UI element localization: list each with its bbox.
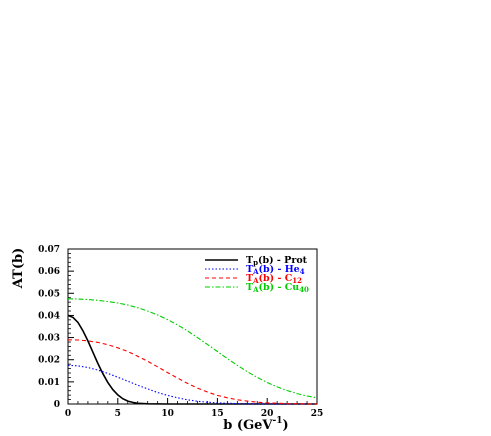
series-line-3 [67, 339, 318, 405]
x-axis-label-superscript: -1 [273, 416, 283, 426]
y-tick-label: 0 [54, 400, 60, 410]
series-line-1 [67, 314, 317, 405]
y-tick-label: 0.04 [38, 311, 60, 321]
legend-label-3: TA(b) - C12 [246, 273, 302, 285]
y-tick-label: 0.03 [38, 334, 60, 344]
x-tick-label: 5 [115, 409, 121, 419]
x-tick-label: 25 [311, 409, 324, 419]
legend-label-4: TA(b) - Cu40 [246, 282, 309, 294]
x-tick-label: 10 [161, 409, 174, 419]
x-tick-label: 15 [211, 409, 224, 419]
x-axis-label-main: b (GeV [223, 418, 273, 433]
x-tick-label: 0 [65, 409, 71, 419]
y-tick-label: 0.02 [38, 356, 60, 366]
x-axis-label-close: ) [283, 418, 289, 433]
y-axis-label: AT(b) [11, 248, 26, 289]
series-layer [67, 298, 318, 405]
series-line-4 [67, 298, 318, 399]
y-tick-label: 0.06 [38, 267, 60, 277]
x-tick-label: 20 [261, 409, 274, 419]
legend-label-1: Tp(b) - Prot [246, 255, 308, 267]
series-line-2 [67, 364, 317, 405]
x-axis-label: b (GeV-1) [223, 416, 288, 433]
x-axis-ticks: 0 5 10 15 20 25 [65, 398, 323, 419]
y-axis-ticks: 0 0.01 0.02 0.03 0.04 0.05 0.06 0.07 [38, 245, 74, 410]
y-tick-label: 0.01 [38, 378, 60, 388]
legend-label-2: TA(b) - He4 [246, 264, 305, 276]
y-tick-label: 0.05 [38, 289, 60, 299]
y-tick-label: 0.07 [38, 245, 60, 255]
